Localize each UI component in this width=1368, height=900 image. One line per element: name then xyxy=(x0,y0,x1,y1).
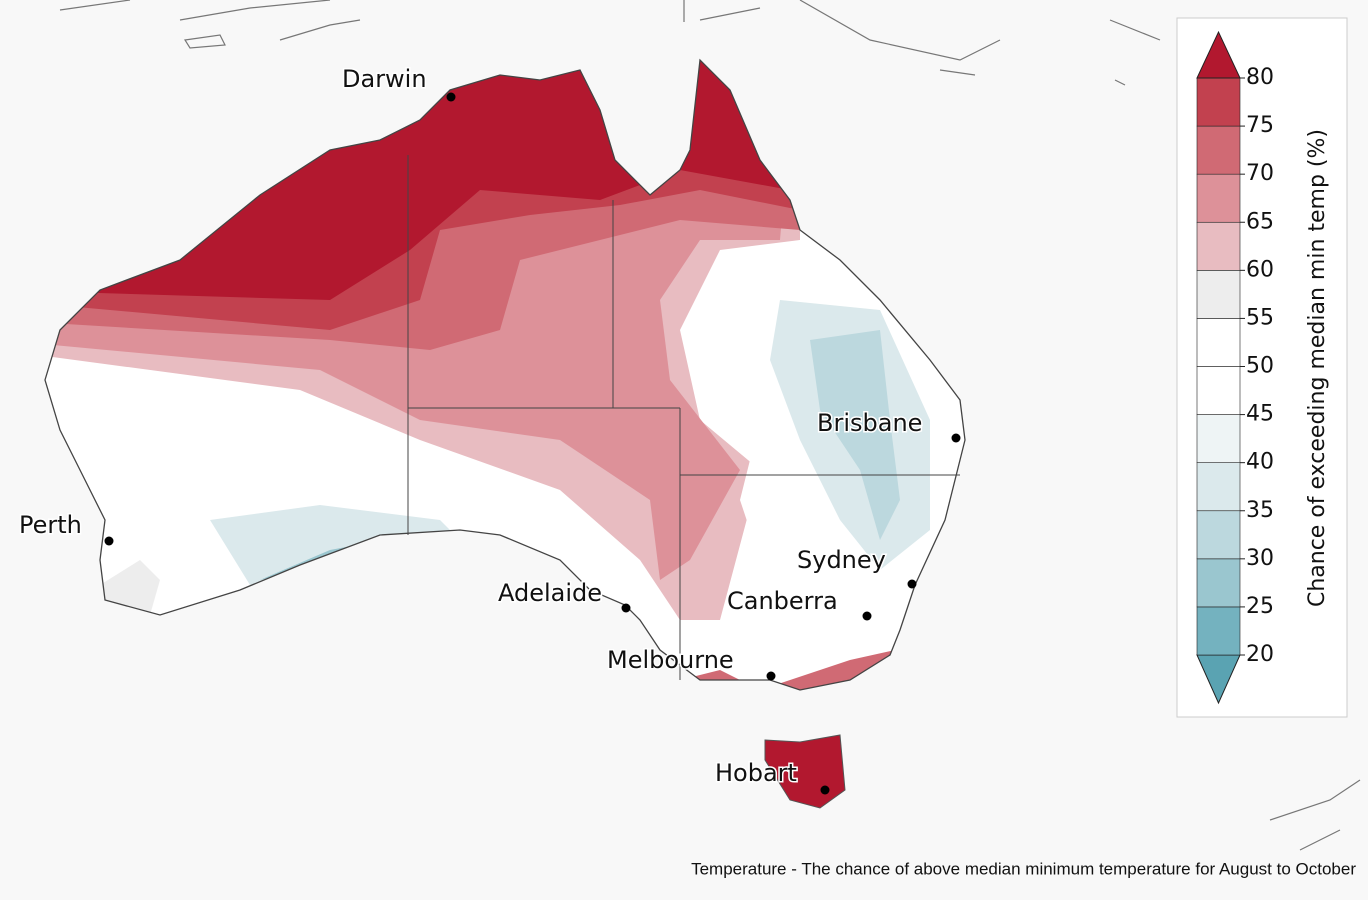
city-dot xyxy=(951,433,961,443)
colorbar-band xyxy=(1196,414,1241,463)
legend-tick-label: 50 xyxy=(1246,354,1274,379)
neighbouring-coastlines xyxy=(59,0,1361,851)
city-label: Brisbane xyxy=(817,409,922,437)
legend-tick-label: 45 xyxy=(1246,402,1274,427)
legend-tick-label: 35 xyxy=(1246,498,1274,523)
city-dot xyxy=(820,785,830,795)
legend-tick-label: 75 xyxy=(1246,113,1274,138)
city-label: Melbourne xyxy=(607,646,734,674)
colorbar-band xyxy=(1196,510,1241,560)
colorbar-band xyxy=(1196,606,1241,656)
legend-tick-label: 60 xyxy=(1246,257,1274,282)
colorbar-band xyxy=(1196,221,1241,271)
city-label: Adelaide xyxy=(498,579,602,607)
cities: Darwin Brisbane Perth Sydney Adelaide Ca… xyxy=(18,64,961,795)
legend-tick-label: 65 xyxy=(1246,209,1274,234)
coastline xyxy=(44,58,966,691)
city-label: Darwin xyxy=(342,65,427,93)
legend-title: Chance of exceeding median min temp (%) xyxy=(1305,129,1330,607)
city-label: Sydney xyxy=(797,546,886,574)
legend-tick-label: 70 xyxy=(1246,161,1274,186)
colorbar-band xyxy=(1196,558,1241,608)
city-label: Canberra xyxy=(727,587,838,615)
colorbar-band xyxy=(1196,366,1241,415)
colorbar-band xyxy=(1196,173,1241,223)
legend-tick-label: 55 xyxy=(1246,305,1274,330)
city-dot xyxy=(907,579,917,589)
legend-tick-label: 40 xyxy=(1246,450,1274,475)
legend-tick-label: 30 xyxy=(1246,546,1274,571)
city-dot xyxy=(621,603,631,613)
colorbar-band xyxy=(1196,77,1241,127)
colorbar-band xyxy=(1196,270,1241,319)
legend-tick-label: 25 xyxy=(1246,594,1274,619)
city-dot xyxy=(104,536,114,546)
colorbar-band xyxy=(1196,462,1241,512)
state-borders xyxy=(407,155,960,680)
colorbar-band xyxy=(1196,318,1241,367)
colorbar-band xyxy=(1196,125,1241,175)
legend-tick-label: 80 xyxy=(1246,65,1274,90)
caption: Temperature - The chance of above median… xyxy=(691,859,1356,878)
city-label: Hobart xyxy=(715,759,797,787)
city-label: Perth xyxy=(19,511,82,539)
legend: Chance of exceeding median min temp (%) … xyxy=(1176,17,1348,718)
legend-tick-label: 20 xyxy=(1246,642,1274,667)
colorbar-extend-high xyxy=(1196,30,1241,79)
city-dot xyxy=(446,92,456,102)
city-dot xyxy=(862,611,872,621)
city-dot xyxy=(766,671,776,681)
